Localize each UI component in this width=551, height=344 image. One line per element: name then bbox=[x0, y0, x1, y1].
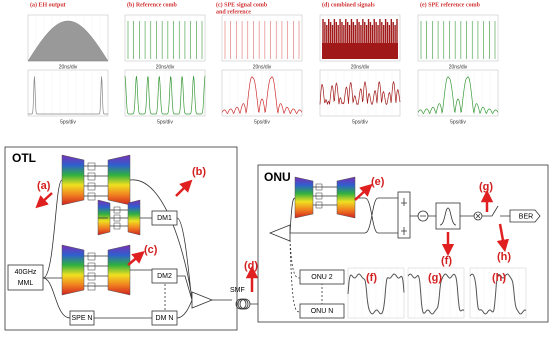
marker: (g) bbox=[479, 181, 493, 193]
otl-optics bbox=[42, 154, 232, 319]
trace bbox=[221, 76, 303, 115]
panel-title: (d) combined signals bbox=[322, 1, 375, 8]
trace bbox=[322, 43, 398, 59]
axis-label: 5ps/div bbox=[254, 119, 270, 125]
waveform-label: (g) bbox=[428, 272, 442, 284]
waveform bbox=[347, 273, 405, 315]
panel-title: (c) SPE signal comb bbox=[216, 1, 268, 8]
marker: (b) bbox=[192, 166, 206, 178]
waveform-label: (h) bbox=[492, 272, 506, 284]
result-panels: (a) EH output 20ns/div 5ps/div (b) Referenc… bbox=[27, 1, 499, 125]
waveform-label: (f) bbox=[366, 272, 377, 284]
trace bbox=[27, 20, 109, 62]
panel-title: (a) EH output bbox=[30, 1, 66, 8]
demux-label: DM1 bbox=[157, 215, 172, 222]
ber-label: BER bbox=[519, 213, 533, 220]
marker: (e) bbox=[371, 176, 385, 188]
marker: (h) bbox=[497, 251, 511, 263]
source-label: MML bbox=[18, 280, 34, 287]
onu-other: ONU N bbox=[311, 308, 334, 315]
trace bbox=[28, 76, 108, 115]
demux-label: DM2 bbox=[157, 273, 172, 280]
marker: (d) bbox=[244, 260, 258, 272]
onu-other: ONU 2 bbox=[311, 274, 333, 281]
axis-label: 5ps/div bbox=[352, 119, 368, 125]
trace bbox=[417, 76, 499, 115]
axis-label: 5ps/div bbox=[60, 119, 76, 125]
onu-label: ONU bbox=[264, 170, 291, 184]
waveforms: (f) (g) (h) bbox=[347, 267, 527, 319]
panel-title: and reference bbox=[216, 9, 251, 15]
source-label: 40GHz bbox=[15, 269, 37, 276]
onu-optics bbox=[268, 176, 541, 313]
demux-label: DM N bbox=[156, 315, 174, 322]
axis-label: 20ns/div bbox=[351, 64, 370, 70]
spe-label: SPE N bbox=[71, 315, 92, 322]
axis-label: 20ns/div bbox=[449, 64, 468, 70]
fiber-label: SMF bbox=[230, 287, 245, 294]
marker: (f) bbox=[441, 255, 452, 267]
axis-label: 20ns/div bbox=[156, 64, 175, 70]
axis-label: 5ps/div bbox=[157, 119, 173, 125]
axis-label: 5ps/div bbox=[450, 119, 466, 125]
waveform bbox=[469, 273, 527, 315]
marker: (c) bbox=[144, 244, 158, 256]
trace bbox=[319, 80, 401, 106]
trace bbox=[124, 75, 206, 115]
axis-label: 20ns/div bbox=[59, 64, 78, 70]
axis-label: 20ns/div bbox=[253, 64, 272, 70]
otl-arrows bbox=[35, 179, 193, 266]
panel-title: (b) Reference comb bbox=[127, 1, 178, 8]
panel-title: (e) SPE reference comb bbox=[420, 1, 481, 8]
waveform bbox=[407, 273, 465, 315]
otl-label: OTL bbox=[12, 151, 36, 165]
onu-arrows bbox=[354, 183, 510, 257]
marker: (a) bbox=[37, 180, 51, 192]
